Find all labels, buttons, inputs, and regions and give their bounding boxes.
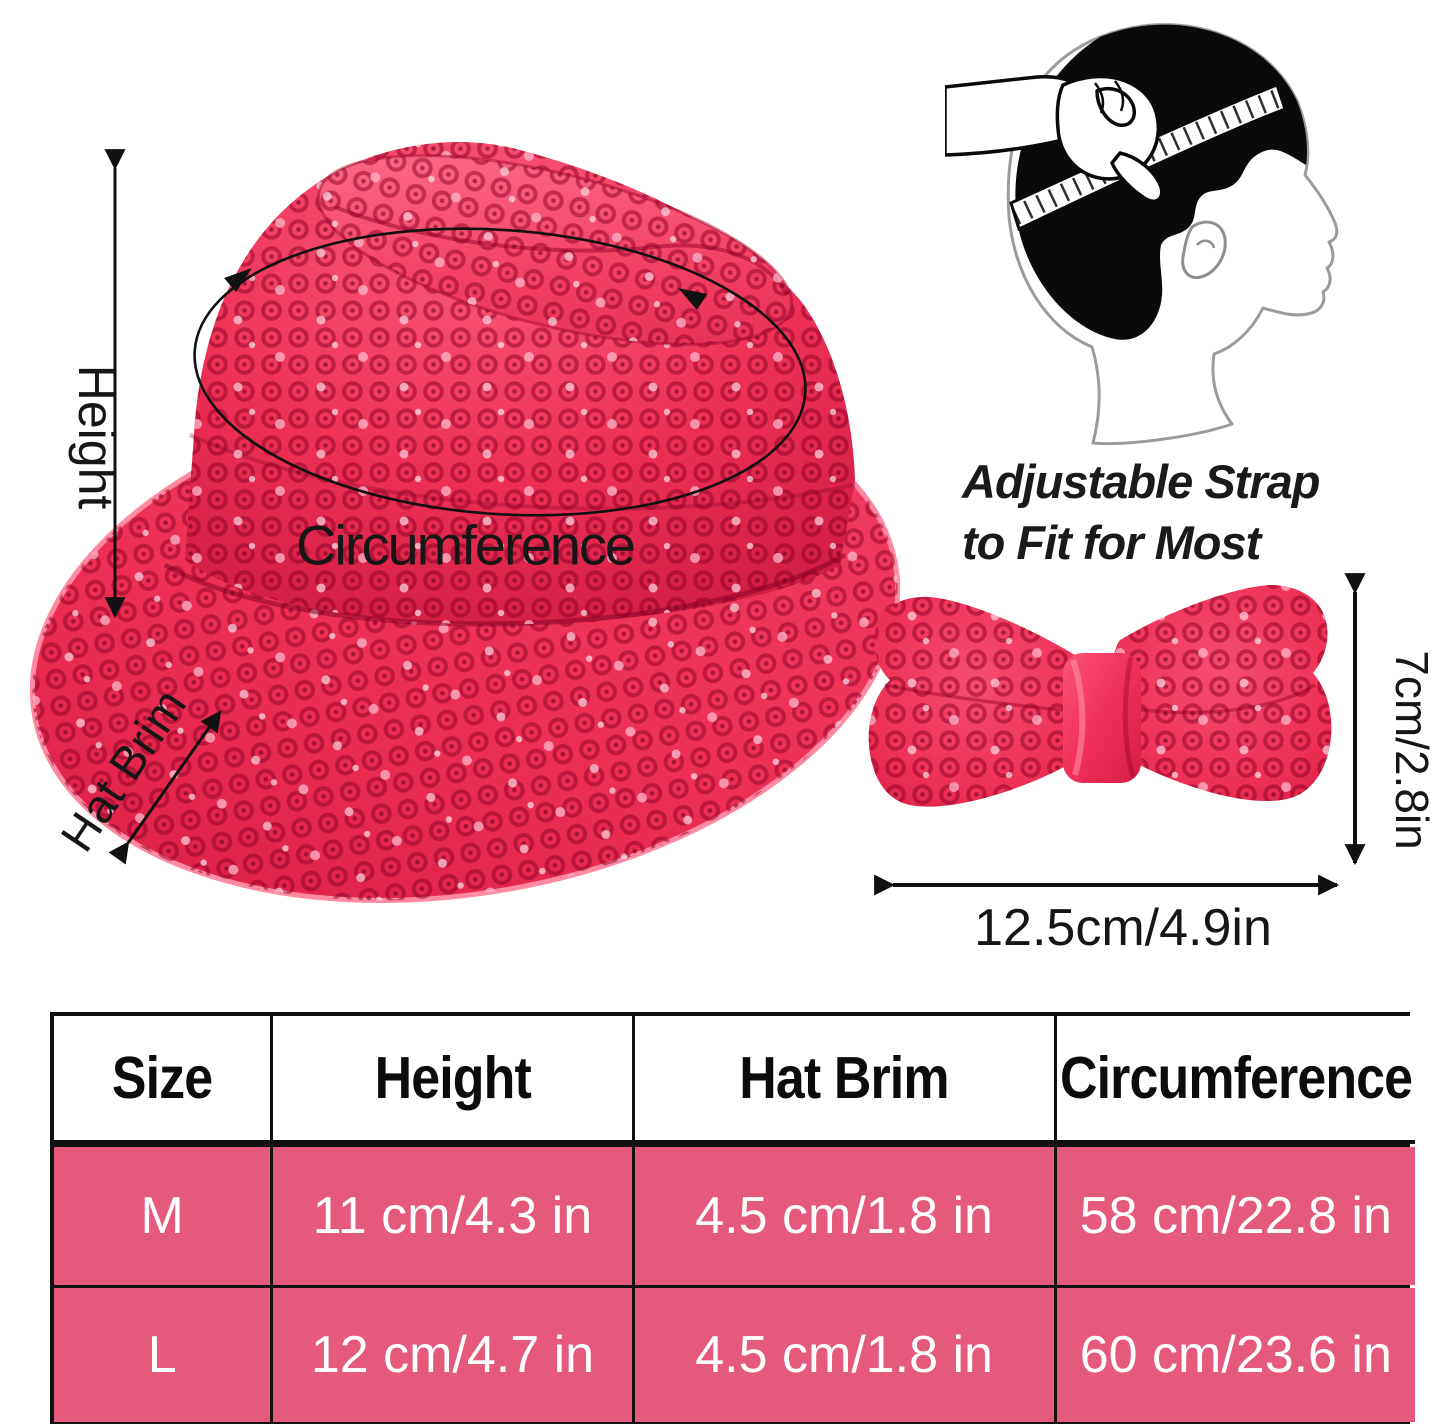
table-cell-size-m: M [54, 1147, 271, 1285]
bowtie-height-label: 7cm/2.8in [1386, 650, 1438, 850]
ear [1181, 220, 1227, 280]
sequin-bowtie-icon [868, 585, 1332, 807]
table-cell-height-l: 12 cm/4.7 in [273, 1288, 632, 1422]
col-header-circumference: Circumference [1056, 1016, 1415, 1144]
size-table: Size Height Hat Brim Circumference M 11 … [50, 1012, 1415, 1424]
table-cell-circ-l: 60 cm/23.6 in [1056, 1288, 1415, 1422]
note-line-1: Adjustable Strap [962, 455, 1320, 508]
circumference-label: Circumference [295, 513, 636, 577]
hand [945, 74, 1164, 203]
height-label: Height [68, 364, 124, 510]
col-header-height: Height [273, 1016, 632, 1144]
table-cell-height-m: 11 cm/4.3 in [273, 1147, 632, 1285]
note-line-2: to Fit for Most [962, 516, 1261, 569]
col-header-hat-brim: Hat Brim [634, 1016, 1054, 1144]
table-cell-brim-m: 4.5 cm/1.8 in [634, 1147, 1054, 1285]
table-cell-size-l: L [54, 1288, 271, 1422]
bowtie-knot [1063, 653, 1141, 783]
table-cell-circ-m: 58 cm/22.8 in [1056, 1147, 1415, 1285]
table-cell-brim-l: 4.5 cm/1.8 in [634, 1288, 1054, 1422]
adjustable-strap-note: Adjustable Strap to Fit for Most [962, 451, 1320, 573]
col-header-size: Size [54, 1016, 271, 1144]
head-measuring-tape-icon [945, 23, 1339, 446]
bowtie-width-label: 12.5cm/4.9in [974, 899, 1272, 957]
bowtie-wings [868, 585, 1332, 807]
